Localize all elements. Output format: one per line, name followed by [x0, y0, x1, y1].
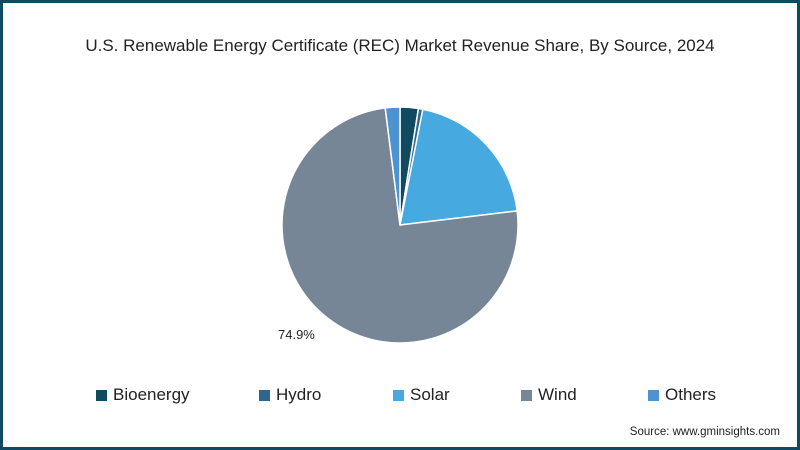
- legend-swatch-hydro: [259, 389, 270, 401]
- chart-title: U.S. Renewable Energy Certificate (REC) …: [85, 36, 715, 55]
- wind-value-label: 74.9%: [278, 327, 315, 342]
- legend-label: Bioenergy: [113, 385, 190, 404]
- legend-swatch-wind: [521, 389, 532, 401]
- legend-swatch-bioenergy: [96, 389, 107, 401]
- legend-label: Others: [665, 385, 717, 404]
- legend-item-wind[interactable]: Wind: [521, 385, 577, 405]
- legend-swatch-others: [648, 389, 659, 401]
- pie-slices: [281, 106, 519, 344]
- legend-label: Solar: [410, 385, 450, 404]
- pie-slice-others[interactable]: [384, 106, 401, 226]
- legend-item-hydro[interactable]: Hydro: [259, 385, 321, 405]
- pie-slice-solar[interactable]: [399, 108, 518, 226]
- legend-item-solar[interactable]: Solar: [393, 385, 450, 405]
- legend-item-others[interactable]: Others: [648, 385, 716, 405]
- source-note: Source: www.gminsights.com: [629, 426, 780, 438]
- legend-swatch-solar: [393, 389, 404, 401]
- legend-label: Wind: [538, 385, 577, 404]
- legend-label: Hydro: [276, 385, 322, 404]
- legend: Bioenergy Hydro Solar Wind Others: [0, 385, 800, 407]
- pie-slice-wind[interactable]: [281, 107, 519, 344]
- legend-item-bioenergy[interactable]: Bioenergy: [96, 385, 190, 405]
